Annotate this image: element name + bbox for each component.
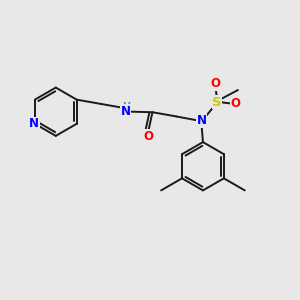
Text: O: O (231, 97, 241, 110)
Text: N: N (29, 117, 39, 130)
Text: H: H (122, 102, 130, 112)
Text: N: N (196, 114, 206, 127)
Text: S: S (212, 96, 222, 109)
Text: O: O (211, 77, 220, 90)
Text: N: N (121, 105, 131, 118)
Text: O: O (143, 130, 153, 143)
